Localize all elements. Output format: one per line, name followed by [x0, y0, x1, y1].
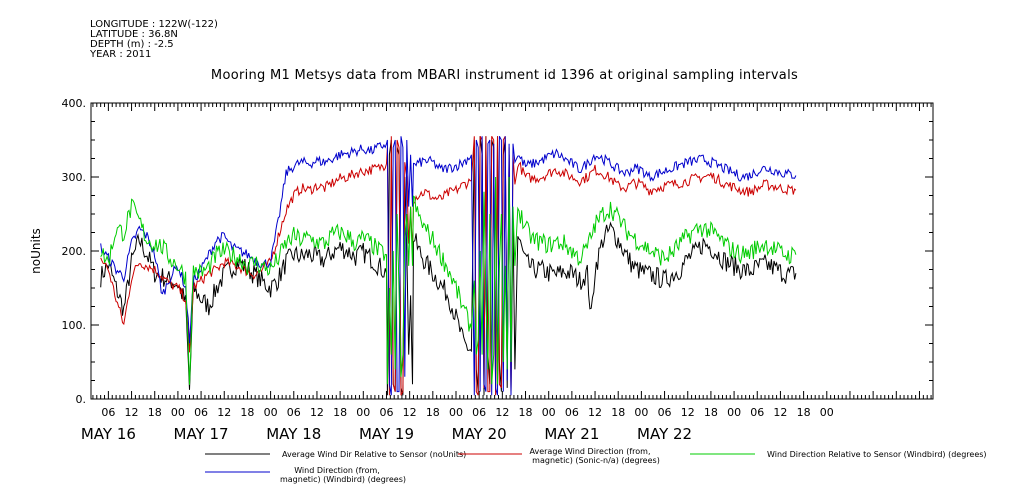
depth-label: DEPTH (m) : -2.5	[90, 39, 174, 50]
day-label: MAY 20	[452, 425, 507, 443]
x-tick-label: 18	[148, 406, 162, 419]
x-tick-label: 06	[658, 406, 672, 419]
series-line-3	[100, 176, 797, 385]
series-line-2	[100, 136, 797, 396]
day-label: MAY 17	[174, 425, 229, 443]
x-tick-label: 00	[542, 406, 556, 419]
y-tick-label: 400.	[62, 97, 87, 110]
x-tick-label: 12	[495, 406, 509, 419]
chart-title: Mooring M1 Metsys data from MBARI instru…	[210, 68, 799, 83]
x-tick-label: 12	[681, 406, 695, 419]
latitude-label: LATITUDE : 36.8N	[90, 29, 178, 40]
x-tick-label: 06	[750, 406, 764, 419]
y-tick-label: 0.	[76, 393, 87, 406]
x-tick-label: 18	[797, 406, 811, 419]
x-tick-label: 06	[101, 406, 115, 419]
y-tick-label: 100.	[62, 319, 87, 332]
day-label: MAY 21	[544, 425, 599, 443]
legend-layer: Average Wind Dir Relative to Sensor (noU…	[205, 447, 987, 484]
x-tick-label: 18	[519, 406, 533, 419]
day-label: MAY 18	[266, 425, 321, 443]
x-tick-label: 00	[264, 406, 278, 419]
y-tick-label: 200.	[62, 245, 87, 258]
day-label: MAY 19	[359, 425, 414, 443]
legend-label-line: magnetic) (Sonic-n/a) (degrees)	[532, 456, 660, 465]
x-tick-label: 00	[634, 406, 648, 419]
series-line-4	[100, 136, 797, 396]
axes-layer: 0. 100. 200. 300. 400. noUnits 06 12 18 00 06 12 18 0…	[29, 97, 934, 443]
x-tick-label: 00	[449, 406, 463, 419]
year-label: YEAR : 2011	[90, 49, 152, 60]
y-tick-label: 300.	[62, 171, 87, 184]
day-label: MAY 16	[81, 425, 136, 443]
x-tick-label: 12	[310, 406, 324, 419]
x-tick-label: 12	[125, 406, 139, 419]
x-tick-label: 00	[727, 406, 741, 419]
x-tick-label: 00	[356, 406, 370, 419]
legend-label-line: magnetic) (Windbird) (degrees)	[280, 475, 406, 484]
x-tick-label: 18	[333, 406, 347, 419]
x-tick-label: 12	[217, 406, 231, 419]
legend-label-4: Wind Direction (from, magnetic) (Windbird…	[280, 466, 406, 484]
x-tick-label: 06	[194, 406, 208, 419]
x-tick-label: 06	[379, 406, 393, 419]
x-tick-label: 06	[565, 406, 579, 419]
x-tick-label: 12	[773, 406, 787, 419]
x-tick-label: 06	[287, 406, 301, 419]
legend-label-line: Average Wind Direction (from,	[529, 447, 650, 456]
legend-label-1: Average Wind Dir Relative to Sensor (noU…	[282, 450, 466, 459]
y-axis-label: noUnits	[29, 228, 43, 274]
legend-label-2: Average Wind Direction (from, magnetic) (…	[529, 447, 659, 465]
series-line-1	[100, 136, 797, 396]
legend-label-3: Wind Direction Relative to Sensor (Windb…	[767, 450, 987, 459]
x-tick-label: 18	[426, 406, 440, 419]
metadata-block: LONGITUDE : 122W(-122) LATITUDE : 36.8N …	[90, 20, 218, 60]
x-tick-label: 18	[240, 406, 254, 419]
x-tick-label: 06	[472, 406, 486, 419]
longitude-label: LONGITUDE : 122W(-122)	[90, 19, 218, 30]
day-label: MAY 22	[637, 425, 692, 443]
x-tick-label: 12	[403, 406, 417, 419]
x-tick-label: 18	[611, 406, 625, 419]
legend-label-line: Wind Direction (from,	[294, 466, 380, 475]
x-tick-label: 12	[588, 406, 602, 419]
x-tick-label: 18	[704, 406, 718, 419]
x-tick-label: 00	[171, 406, 185, 419]
series-layer	[100, 136, 797, 396]
x-tick-label: 00	[820, 406, 834, 419]
